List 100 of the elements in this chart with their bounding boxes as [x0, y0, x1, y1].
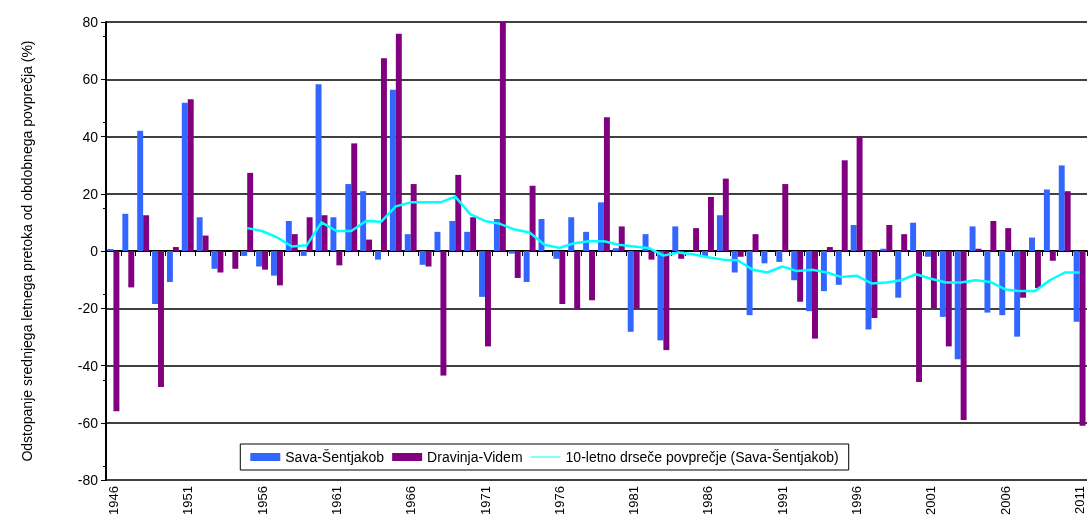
bar [761, 251, 768, 264]
bar [871, 251, 878, 319]
bar [434, 231, 441, 252]
bar [597, 202, 604, 252]
bar [856, 136, 863, 252]
x-tick-label: 1951 [180, 486, 196, 515]
y-tick-label: 0 [90, 243, 99, 260]
bar [939, 251, 946, 317]
bar [380, 58, 387, 252]
bar [508, 251, 515, 254]
bar [479, 251, 486, 297]
bar [128, 251, 135, 288]
bar [360, 191, 367, 252]
y-tick-label: 20 [82, 185, 99, 202]
bar [196, 217, 203, 252]
bar [1029, 237, 1035, 252]
x-tick-label: 1946 [105, 486, 121, 515]
bar [276, 251, 283, 286]
bar [493, 218, 500, 252]
bar [945, 251, 952, 347]
bar [241, 251, 248, 256]
bar [449, 220, 456, 252]
bar [1005, 228, 1012, 252]
bar [835, 251, 842, 285]
bar [181, 102, 188, 252]
x-tick-label: 1961 [328, 486, 344, 515]
bar [812, 251, 818, 339]
bar [270, 251, 277, 276]
bar [886, 224, 893, 252]
bar [1014, 251, 1021, 337]
bar [122, 213, 129, 252]
bar [410, 184, 417, 252]
bar [618, 226, 625, 252]
bar [568, 217, 575, 252]
bar [113, 251, 120, 412]
y-tick-label: 40 [82, 128, 99, 145]
y-tick-label: -80 [77, 472, 99, 489]
x-tick-label: 1971 [477, 486, 493, 515]
x-tick-label: 2011 [1072, 486, 1088, 515]
bar [574, 251, 581, 309]
bar [137, 130, 144, 252]
bar [603, 117, 610, 252]
bar [366, 239, 373, 252]
x-tick-label: 1956 [254, 486, 270, 515]
bar [841, 160, 848, 252]
y-tick-label: -20 [77, 300, 99, 317]
bar [627, 251, 634, 332]
bar [523, 251, 530, 282]
line-series [245, 195, 1081, 293]
bar [514, 251, 521, 278]
bar [345, 184, 352, 252]
bar [166, 251, 173, 282]
x-tick-label: 1991 [774, 486, 790, 515]
bar [990, 220, 997, 252]
bar [1034, 251, 1041, 288]
bar [440, 251, 447, 376]
bar [895, 251, 902, 298]
bar [716, 215, 723, 252]
bar [553, 251, 560, 259]
bar [1043, 189, 1050, 252]
bar [285, 220, 292, 252]
bar [559, 251, 566, 305]
bar [1020, 251, 1027, 298]
bar [455, 174, 462, 252]
bar [954, 251, 961, 360]
bar [589, 251, 596, 301]
bar [247, 172, 254, 252]
bar [850, 224, 857, 252]
bar [1073, 251, 1080, 322]
bar [797, 251, 804, 302]
bar [916, 251, 923, 382]
legend-label: Dravinja-Videm [427, 449, 523, 465]
bar [529, 185, 536, 252]
bar [1058, 165, 1065, 252]
bar [262, 251, 269, 270]
legend-label: 10-letno drseče povprečje (Sava-Šentjakob) [565, 449, 839, 465]
bar [806, 251, 813, 312]
y-axis-title: Odstopanje srednjega letnega pretoka od obdobnega povprečja (%) [19, 40, 35, 462]
x-tick-label: 1981 [626, 486, 642, 515]
bar [1049, 251, 1056, 261]
bar [217, 251, 224, 273]
bar [300, 251, 307, 256]
bar [737, 251, 744, 257]
bar [470, 217, 477, 252]
y-tick-label: -60 [77, 414, 99, 431]
bar [924, 251, 931, 257]
x-tick-label: 1966 [403, 486, 419, 515]
y-tick-label: 80 [82, 14, 99, 30]
bar [404, 234, 411, 252]
bar [172, 247, 179, 252]
bar [158, 251, 164, 388]
bar [901, 234, 908, 252]
bar [395, 33, 402, 252]
bar [232, 251, 239, 269]
x-tick-label: 2006 [997, 486, 1013, 515]
bar [776, 251, 783, 262]
bar [672, 226, 679, 252]
bar [485, 251, 491, 347]
bar [143, 215, 150, 252]
bar [1079, 251, 1086, 426]
